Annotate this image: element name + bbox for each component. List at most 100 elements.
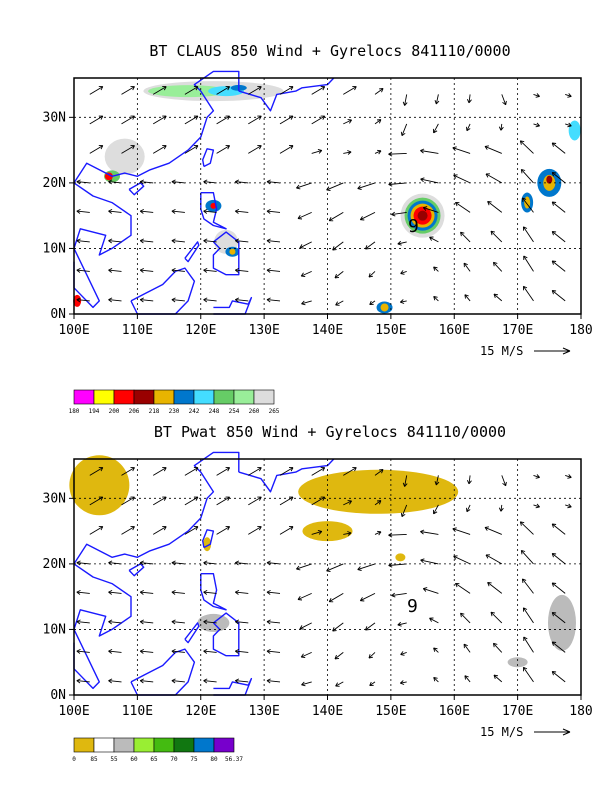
wind-vector <box>468 94 471 103</box>
wind-vector-head <box>502 481 507 487</box>
wind-vector <box>203 181 217 184</box>
wind-vector-head <box>551 231 557 236</box>
wind-vector <box>388 182 407 185</box>
wind-vector <box>520 169 534 184</box>
wind-vector-head <box>399 680 405 685</box>
wind-vector-head <box>76 678 81 684</box>
wind-vector-head <box>352 86 357 91</box>
cloud-luzon-core <box>210 202 217 209</box>
wind-vector <box>374 469 384 476</box>
wind-vector <box>365 241 376 250</box>
x-tick-label: 110E <box>122 323 153 338</box>
x-tick-label: 170E <box>502 704 533 719</box>
wind-vector <box>108 299 122 302</box>
wind-vector <box>487 201 503 213</box>
wind-vector-head <box>76 179 81 185</box>
wind-vector-head <box>98 86 104 91</box>
pwat-storm-marker: 9 <box>407 596 418 617</box>
wind-vector-head <box>493 674 499 680</box>
wind-vector-head <box>492 642 498 648</box>
wind-vector <box>533 123 540 127</box>
wind-vector-head <box>522 666 528 672</box>
wind-vector-head <box>400 131 406 137</box>
wind-vector-head <box>466 480 472 485</box>
wind-vector <box>76 269 90 272</box>
wind-vector-head <box>171 619 176 625</box>
wind-vector-head <box>139 179 144 185</box>
wind-vector <box>455 202 471 213</box>
colorbar-label: 242 <box>189 408 200 415</box>
wind-vector-head <box>203 238 208 244</box>
wind-vector-head <box>368 654 374 659</box>
wind-vector-head <box>266 678 271 684</box>
pwat-title: BT Pwat 850 Wind + Gyrelocs 841110/0000 <box>154 423 506 441</box>
wind-vector <box>401 504 408 517</box>
wind-vector-head <box>335 682 340 687</box>
pwat-vector-reference-arrow <box>534 728 571 736</box>
wind-vector-head <box>300 653 306 658</box>
wind-vector-head <box>98 145 104 150</box>
wind-vector <box>460 231 471 243</box>
wind-vector <box>400 651 407 655</box>
wind-vector <box>433 266 439 272</box>
wind-vector <box>216 496 230 506</box>
coastline <box>212 231 240 276</box>
claus-title: BT CLAUS 850 Wind + Gyrelocs 841110/0000 <box>149 42 510 60</box>
colorbar-swatch <box>113 737 135 753</box>
wind-vector <box>266 210 281 213</box>
wind-vector-head <box>266 648 271 654</box>
wind-vector <box>203 591 217 594</box>
wind-vector <box>279 115 294 125</box>
wind-vector <box>551 582 566 594</box>
wind-vector <box>484 526 502 535</box>
wind-vector <box>121 145 135 154</box>
wind-vector <box>435 475 439 486</box>
wind-vector-head <box>347 531 352 536</box>
wind-vector <box>487 582 503 594</box>
wind-vector <box>216 86 230 95</box>
wind-vector-head <box>432 128 438 134</box>
wind-vector <box>108 680 122 683</box>
wind-vector-head <box>257 86 262 91</box>
wind-vector <box>493 674 503 683</box>
wind-vector-head <box>171 208 176 214</box>
wind-vector <box>248 145 262 154</box>
wind-vector <box>433 504 439 515</box>
wind-vector <box>490 611 503 624</box>
wind-vector-head <box>130 526 135 531</box>
wind-vector-head <box>257 496 262 501</box>
wind-vector-head <box>266 297 271 303</box>
wind-vector-head <box>487 581 492 587</box>
wind-vector <box>301 681 312 686</box>
x-tick-label: 160E <box>439 323 470 338</box>
wind-vector <box>551 231 566 243</box>
wind-vector-head <box>203 179 208 185</box>
wind-vector <box>490 230 503 243</box>
wind-vector-head <box>466 99 472 104</box>
wind-vector <box>551 260 566 272</box>
wind-vector <box>391 211 407 216</box>
wind-vector-head <box>567 93 572 98</box>
wind-vector <box>533 93 540 97</box>
wind-vector-head <box>485 173 491 178</box>
wind-vector-head <box>289 86 294 91</box>
wind-vector-head <box>521 197 527 202</box>
wind-vector <box>235 299 249 302</box>
colorbar-label: 265 <box>269 408 280 415</box>
wind-vector <box>343 119 352 125</box>
wind-vector <box>374 150 382 154</box>
wind-vector <box>326 563 344 572</box>
wind-vector <box>397 241 407 245</box>
wind-vector <box>89 115 104 125</box>
wind-vector-head <box>388 562 393 568</box>
wind-vector-head <box>397 240 402 246</box>
wind-vector-head <box>139 267 144 273</box>
wind-vector <box>108 562 122 565</box>
coastline <box>73 563 132 690</box>
wind-vector-head <box>235 297 240 303</box>
wind-vector <box>266 621 281 624</box>
wind-vector <box>76 562 90 565</box>
wind-vector-head <box>108 648 113 654</box>
wind-vector-head <box>519 140 525 145</box>
wind-vector <box>420 178 439 184</box>
